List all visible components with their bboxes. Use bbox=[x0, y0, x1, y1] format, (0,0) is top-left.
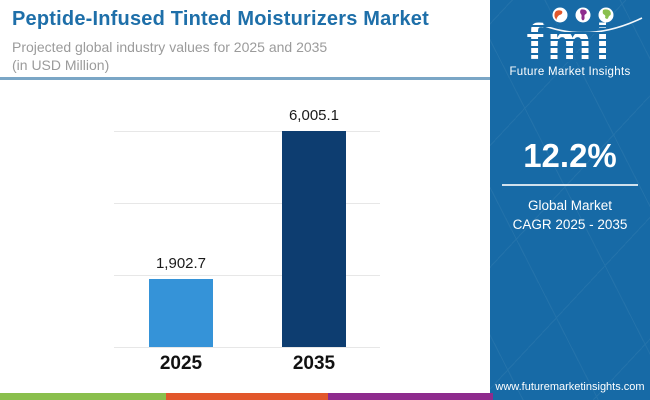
stripe-green bbox=[0, 393, 166, 400]
brand-sidebar: fmi Future Market Insights 12.2% Global … bbox=[490, 0, 650, 400]
gridline-0 bbox=[114, 346, 380, 348]
header: Peptide-Infused Tinted Moisturizers Mark… bbox=[12, 8, 482, 74]
bar-value-label-2025: 1,902.7 bbox=[155, 254, 207, 272]
fmi-wordmark: fmi bbox=[526, 14, 614, 70]
gridline-4000 bbox=[114, 202, 380, 204]
plot-area: 1,902.7 2025 6,005.1 2035 bbox=[114, 107, 380, 374]
cagr-label-line-1: Global Market bbox=[527, 198, 613, 213]
gridline-6000 bbox=[114, 130, 380, 132]
cagr-value: 12.2% bbox=[523, 137, 617, 174]
logo-subtext: Future Market Insights bbox=[509, 66, 631, 78]
cagr-label-line-2: CAGR 2025 - 2035 bbox=[512, 217, 628, 232]
bar-value-label-2035: 6,005.1 bbox=[288, 106, 340, 124]
fmi-logo: fmi Future Market Insights bbox=[490, 6, 650, 78]
header-divider bbox=[0, 77, 490, 80]
website-url: www.futuremarketinsights.com bbox=[495, 381, 645, 393]
bar-2025 bbox=[149, 278, 213, 347]
subtitle-line-1: Projected global industry values for 202… bbox=[12, 39, 328, 55]
bar-category-label-2025: 2025 bbox=[159, 353, 203, 374]
cagr-label: Global Market CAGR 2025 - 2035 bbox=[490, 196, 650, 234]
chart-subtitle: Projected global industry values for 202… bbox=[12, 38, 482, 74]
page-title: Peptide-Infused Tinted Moisturizers Mark… bbox=[12, 8, 429, 30]
gridline-2000 bbox=[114, 274, 380, 276]
footer-stripe bbox=[0, 393, 493, 400]
subtitle-line-2: (in USD Million) bbox=[12, 57, 110, 73]
bar-2035 bbox=[282, 130, 346, 347]
bar-category-label-2035: 2035 bbox=[292, 353, 336, 374]
cagr-divider bbox=[502, 184, 638, 186]
stripe-orange bbox=[166, 393, 328, 400]
cagr-block: 12.2% Global Market CAGR 2025 - 2035 bbox=[490, 137, 650, 234]
stripe-purple bbox=[328, 393, 493, 400]
